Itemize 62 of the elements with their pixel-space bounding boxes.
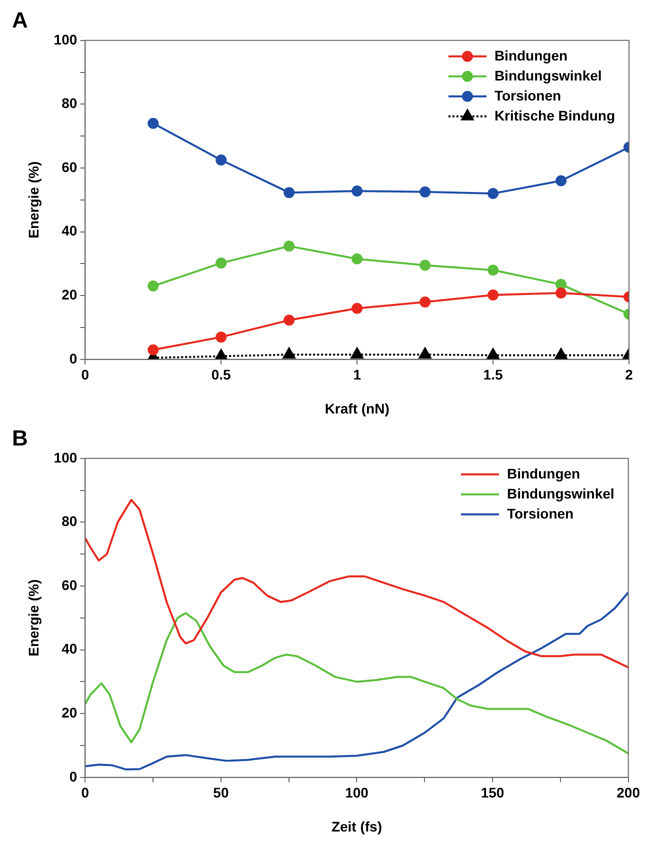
x-tick-label: 0.5 bbox=[211, 366, 232, 383]
y-tick-label: 100 bbox=[54, 449, 78, 466]
x-tick-label: 200 bbox=[616, 784, 640, 801]
x-tick-label: 0 bbox=[81, 784, 90, 801]
y-axis-title: Energie (%) bbox=[25, 579, 42, 656]
y-tick-label: 40 bbox=[62, 640, 78, 657]
legend-label: Torsionen bbox=[494, 87, 562, 104]
y-tick-label: 80 bbox=[62, 513, 78, 530]
x-tick-label: 1.5 bbox=[483, 366, 503, 383]
legend-label: Bindungswinkel bbox=[494, 67, 602, 84]
x-axis-title: Zeit (fs) bbox=[331, 818, 382, 834]
point bbox=[488, 264, 499, 276]
point bbox=[352, 185, 363, 196]
x-tick-label: 0 bbox=[81, 366, 90, 383]
point bbox=[352, 302, 363, 314]
y-tick-label: 60 bbox=[62, 576, 78, 593]
y-tick-label: 80 bbox=[62, 95, 78, 112]
point bbox=[486, 348, 500, 360]
point bbox=[284, 187, 295, 198]
point bbox=[420, 186, 431, 198]
y-tick-label: 60 bbox=[62, 158, 78, 175]
legend-label: Torsionen bbox=[506, 505, 574, 522]
point bbox=[148, 280, 159, 292]
legend-label: Bindungen bbox=[506, 465, 580, 482]
point bbox=[282, 348, 296, 359]
y-tick-label: 0 bbox=[69, 350, 78, 366]
point bbox=[148, 344, 159, 356]
point bbox=[420, 260, 431, 271]
x-tick-label: 2 bbox=[625, 366, 634, 383]
x-tick-label: 150 bbox=[480, 784, 504, 801]
point bbox=[554, 348, 568, 360]
point bbox=[216, 258, 227, 269]
legend-label: Bindungswinkel bbox=[506, 485, 614, 502]
x-tick-label: 50 bbox=[213, 784, 229, 801]
y-tick-label: 20 bbox=[62, 286, 78, 302]
chart-title: A bbox=[12, 7, 28, 32]
point bbox=[488, 289, 499, 300]
x-tick-label: 1 bbox=[353, 366, 362, 383]
y-tick-label: 20 bbox=[62, 704, 78, 720]
point bbox=[216, 154, 227, 166]
y-tick-label: 40 bbox=[62, 222, 78, 239]
point bbox=[148, 118, 159, 129]
point bbox=[214, 349, 228, 360]
legend-label: Kritische Bindung bbox=[494, 107, 616, 124]
point bbox=[488, 188, 499, 200]
chart-title: B bbox=[12, 425, 28, 450]
x-tick-label: 100 bbox=[345, 784, 369, 801]
y-tick-label: 100 bbox=[54, 31, 78, 48]
x-axis-title: Kraft (nN) bbox=[324, 400, 390, 416]
legend-label: Bindungen bbox=[494, 47, 568, 64]
point bbox=[556, 175, 567, 186]
point bbox=[216, 332, 227, 343]
y-tick-label: 0 bbox=[69, 768, 78, 784]
point bbox=[556, 278, 567, 290]
point bbox=[284, 314, 295, 326]
point bbox=[556, 288, 567, 299]
point bbox=[350, 348, 364, 359]
point bbox=[284, 240, 295, 252]
point bbox=[420, 296, 431, 308]
point bbox=[418, 348, 432, 359]
point bbox=[352, 253, 363, 264]
y-axis-title: Energie (%) bbox=[25, 161, 42, 238]
